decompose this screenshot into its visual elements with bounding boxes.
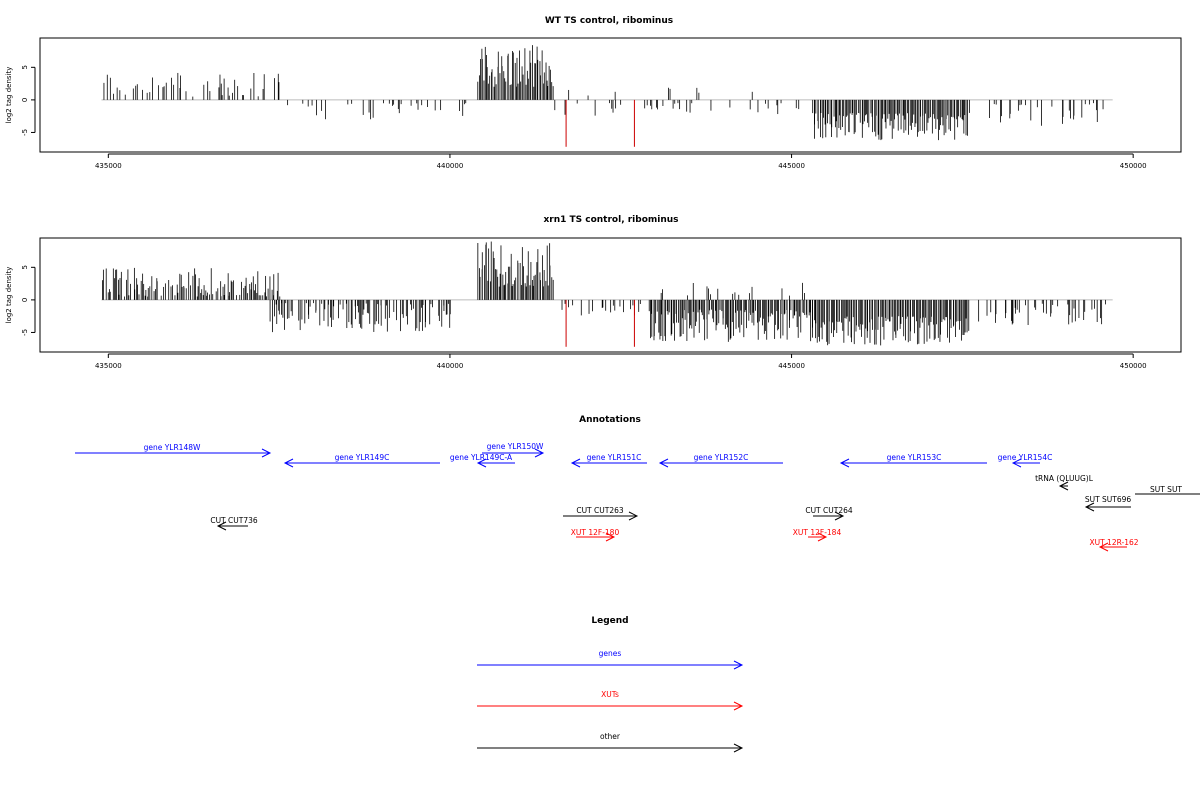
legend-panel: Legend genes XUTs other bbox=[477, 616, 744, 753]
xrn1-x-tick-label: 440000 bbox=[437, 362, 464, 370]
annotation-label: SUT SUT696 bbox=[1085, 495, 1132, 504]
annotation-label: gene YLR148W bbox=[144, 443, 201, 452]
legend-other-label: other bbox=[600, 732, 621, 741]
annotation-label: gene YLR154C bbox=[998, 453, 1053, 462]
wt-y-tick-label: 0 bbox=[21, 98, 29, 102]
annotation-4-arrow-head bbox=[570, 458, 581, 468]
annotation-14-arrow-head bbox=[605, 532, 616, 542]
annotation-3-arrow-head bbox=[534, 448, 545, 458]
xrn1-ylabel: log2 tag density bbox=[5, 267, 13, 324]
legend-other-arrow-head bbox=[733, 743, 744, 753]
annotation-label: gene YLR151C bbox=[587, 453, 642, 462]
wt-x-tick-label: 445000 bbox=[778, 162, 805, 170]
wt-plot-frame bbox=[39, 37, 1182, 153]
annotation-label: gene YLR153C bbox=[887, 453, 942, 462]
xrn1-x-tick-label: 435000 bbox=[95, 362, 122, 370]
annotation-2-arrow-head bbox=[476, 458, 487, 468]
xrn1-axes: 5 0 -5 435000 440000 445000 450000 bbox=[21, 265, 1147, 370]
legend-xuts-arrow-head bbox=[733, 701, 744, 711]
annotation-label: tRNA (QLUUG)L bbox=[1035, 474, 1094, 483]
xrn1-x-tick-label: 445000 bbox=[778, 362, 805, 370]
xrn1-y-tick-label: 5 bbox=[21, 265, 29, 269]
annotation-15-arrow-head bbox=[817, 532, 828, 542]
annotation-1-arrow-head bbox=[283, 458, 294, 468]
annotation-label: gene YLR152C bbox=[694, 453, 749, 462]
xrn1-panel: xrn1 TS control, ribominus log2 tag dens… bbox=[5, 215, 1182, 370]
xrn1-panel-title: xrn1 TS control, ribominus bbox=[543, 215, 678, 225]
xrn1-bars bbox=[101, 241, 1113, 347]
xrn1-y-tick-label: 0 bbox=[21, 298, 29, 302]
annotation-label: SUT SUT bbox=[1150, 485, 1182, 494]
legend-xuts-label: XUTs bbox=[601, 690, 619, 699]
annotation-13-arrow-head bbox=[216, 521, 227, 531]
annotation-label: XUT 12F-180 bbox=[571, 528, 620, 537]
wt-y-tick-label: 5 bbox=[21, 65, 29, 69]
legend-items: genes XUTs other bbox=[477, 649, 744, 753]
annotation-12-arrow-head bbox=[834, 511, 845, 521]
annotation-16-arrow-head bbox=[1098, 542, 1109, 552]
wt-x-tick-label: 435000 bbox=[95, 162, 122, 170]
annotation-label: CUT CUT264 bbox=[805, 506, 853, 515]
xrn1-y-tick-label: -5 bbox=[21, 329, 29, 336]
wt-x-tick-label: 440000 bbox=[437, 162, 464, 170]
wt-y-tick-label: -5 bbox=[21, 129, 29, 136]
wt-bars bbox=[101, 45, 1113, 147]
legend-genes-arrow-head bbox=[733, 660, 744, 670]
annotation-5-arrow-head bbox=[658, 458, 669, 468]
annotation-6-arrow-head bbox=[839, 458, 850, 468]
xrn1-plot-frame bbox=[39, 237, 1182, 353]
xrn1-x-tick-label: 450000 bbox=[1120, 362, 1147, 370]
annotation-label: gene YLR149C bbox=[335, 453, 390, 462]
wt-panel-title: WT TS control, ribominus bbox=[545, 16, 673, 26]
annotation-label: gene YLR149C-A bbox=[450, 453, 513, 462]
annotation-label: gene YLR150W bbox=[487, 442, 544, 451]
annotation-0-arrow-head bbox=[261, 448, 272, 458]
annotation-9-arrow-head bbox=[1084, 502, 1095, 512]
annotation-tracks: gene YLR148W gene YLR149C gene YLR149C-A ge… bbox=[75, 442, 1200, 552]
annotation-label: CUT CUT263 bbox=[576, 506, 624, 515]
annotations-title: Annotations bbox=[579, 415, 641, 425]
annotation-label: XUT 12R-162 bbox=[1089, 538, 1138, 547]
legend-title: Legend bbox=[591, 616, 628, 626]
annotation-11-arrow-head bbox=[628, 511, 639, 521]
wt-x-tick-label: 450000 bbox=[1120, 162, 1147, 170]
annotation-label: CUT CUT736 bbox=[210, 516, 258, 525]
annotation-8-arrow-head bbox=[1058, 481, 1069, 491]
annotation-label: XUT 12F-184 bbox=[793, 528, 842, 537]
legend-genes-label: genes bbox=[599, 649, 622, 658]
wt-ylabel: log2 tag density bbox=[5, 67, 13, 124]
wt-panel: WT TS control, ribominus log2 tag densit… bbox=[5, 16, 1182, 170]
wt-axes: 5 0 -5 435000 440000 445000 450000 bbox=[21, 65, 1147, 170]
annotation-7-arrow-head bbox=[1011, 458, 1022, 468]
